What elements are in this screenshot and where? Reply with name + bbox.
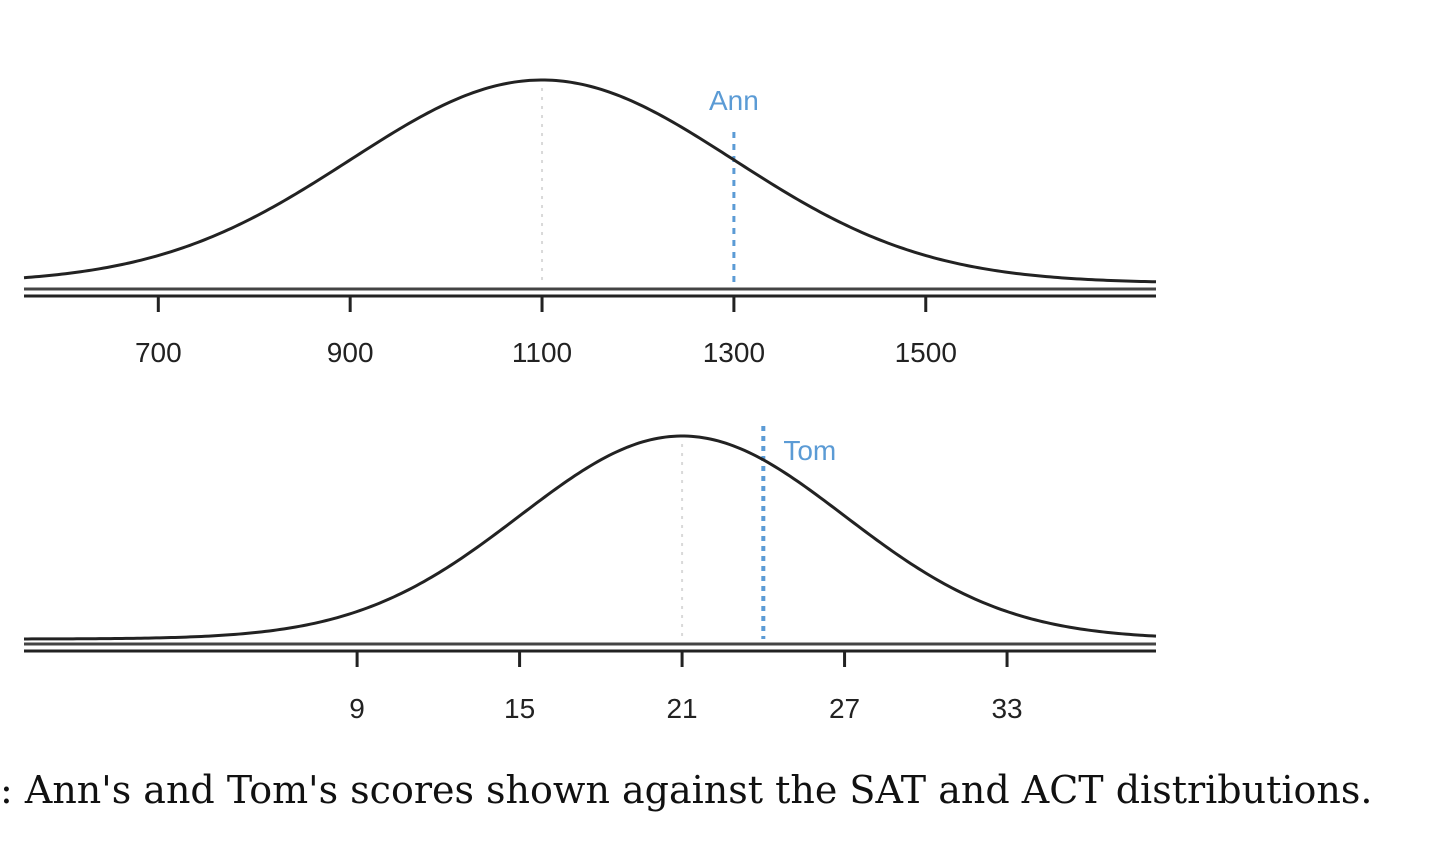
sat-tick-label: 1500 <box>895 337 957 368</box>
sat-tick-label: 700 <box>135 337 182 368</box>
act-tick-label: 21 <box>666 693 697 724</box>
act-tick-label: 9 <box>349 693 365 724</box>
sat-distribution-panel: 700 900 1100 1300 1500 Ann <box>23 78 1157 368</box>
sat-tick-label: 900 <box>327 337 374 368</box>
act-distribution-panel: 9 15 21 27 33 Tom <box>24 426 1157 724</box>
sat-tick-label: 1100 <box>512 337 572 368</box>
act-ticks: 9 15 21 27 33 <box>349 651 1023 724</box>
ann-marker-label: Ann <box>709 85 759 116</box>
sat-ticks: 700 900 1100 1300 1500 <box>135 296 957 368</box>
sat-density-curve <box>23 78 1157 284</box>
tom-marker-label: Tom <box>783 435 836 466</box>
act-tick-label: 27 <box>829 693 860 724</box>
act-tick-label: 15 <box>504 693 535 724</box>
act-density-curve <box>24 434 1157 641</box>
sat-tick-label: 1300 <box>703 337 765 368</box>
figure-caption: : Ann's and Tom's scores shown against t… <box>0 768 1373 812</box>
act-tick-label: 33 <box>991 693 1022 724</box>
